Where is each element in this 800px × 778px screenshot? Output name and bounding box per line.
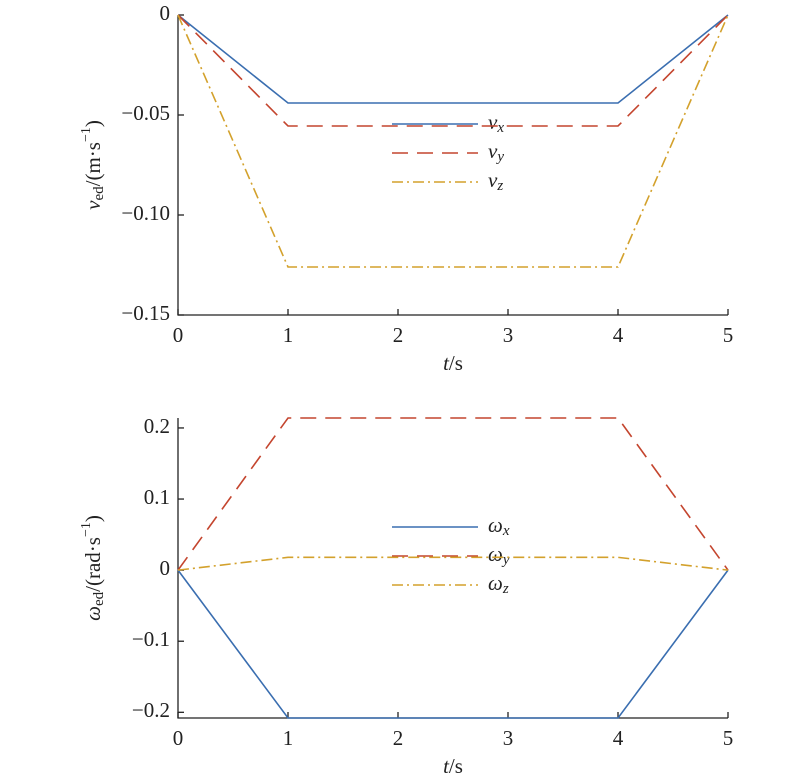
x-tick-label: 1 — [283, 726, 294, 750]
y-tick-label: 0 — [160, 1, 171, 25]
x-tick-label: 5 — [723, 726, 734, 750]
x-tick-label: 0 — [173, 323, 184, 347]
y-axis-label: ved/(m·s−1) — [79, 120, 107, 210]
y-tick-label: −0.05 — [121, 101, 170, 125]
legend-label: vy — [488, 139, 504, 166]
y-tick-label: −0.15 — [121, 301, 170, 325]
legend-label: ωy — [488, 542, 510, 569]
y-tick-label: 0.2 — [144, 414, 170, 438]
y-tick-label: 0.1 — [144, 485, 170, 509]
x-tick-label: 4 — [613, 323, 624, 347]
legend-label: vx — [488, 110, 504, 137]
axes — [177, 418, 728, 719]
series-line — [177, 14, 729, 268]
x-tick-label: 4 — [613, 726, 624, 750]
x-tick-label: 5 — [723, 323, 734, 347]
axes — [177, 15, 728, 316]
x-tick-label: 3 — [503, 726, 514, 750]
series-line — [177, 417, 729, 571]
legend-label: ωz — [488, 571, 509, 598]
series-line — [177, 14, 729, 127]
x-axis-label: t/s — [443, 754, 463, 778]
series-line — [177, 569, 729, 719]
x-axis-label: t/s — [443, 351, 463, 375]
x-tick-label: 3 — [503, 323, 514, 347]
y-tick-label: −0.10 — [121, 201, 170, 225]
x-tick-label: 0 — [173, 726, 184, 750]
y-tick-label: −0.1 — [132, 627, 170, 651]
x-tick-label: 2 — [393, 323, 404, 347]
y-tick-label: 0 — [160, 556, 171, 580]
y-axis-label: ωed/(rad·s−1) — [79, 515, 107, 621]
y-tick-label: −0.2 — [132, 698, 170, 722]
series-line — [177, 556, 729, 571]
x-tick-label: 2 — [393, 726, 404, 750]
series-line — [177, 14, 729, 104]
legend-label: vz — [488, 168, 503, 195]
x-tick-label: 1 — [283, 323, 294, 347]
legend-label: ωx — [488, 513, 510, 540]
